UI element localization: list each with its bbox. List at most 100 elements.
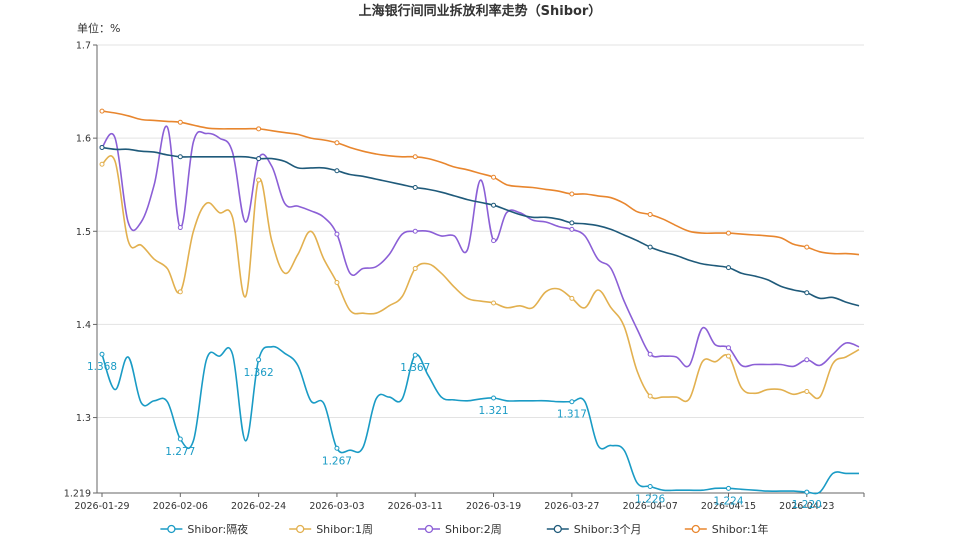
- data-label: 1.362: [244, 367, 274, 379]
- data-label: 1.277: [165, 446, 195, 458]
- series-point-2: [412, 228, 418, 234]
- series-point-4: [569, 191, 575, 197]
- legend-label: Shibor:1周: [316, 523, 373, 536]
- data-label: 1.321: [479, 405, 509, 417]
- series-point-4: [804, 244, 810, 250]
- chart-title: 上海银行间同业拆放利率走势（Shibor）: [359, 3, 602, 19]
- series-point-0: [491, 395, 497, 401]
- series-point-0: [725, 485, 731, 491]
- data-label: 1.224: [713, 495, 743, 507]
- x-tick-label: 2026-02-06: [153, 501, 208, 512]
- y-tick-label: 1.7: [76, 41, 91, 52]
- x-tick-label: 2026-03-19: [466, 501, 521, 512]
- x-tick-label: 2026-04-23: [779, 501, 834, 512]
- legend[interactable]: Shibor:隔夜 Shibor:1周 Shibor:2周 Shibor:3个月 Shi…: [160, 522, 769, 536]
- series-point-4: [725, 230, 731, 236]
- series-point-3: [725, 265, 731, 271]
- data-label: 1.267: [322, 455, 352, 467]
- series-point-3: [256, 156, 262, 162]
- x-tick-label: 2026-03-11: [388, 501, 443, 512]
- series-point-2: [725, 345, 731, 351]
- series-line-1: [101, 155, 860, 403]
- x-tick-label: 2026-03-27: [544, 501, 599, 512]
- series-point-0: [647, 483, 653, 489]
- data-label: 1.367: [400, 362, 430, 374]
- series-point-2: [177, 225, 183, 231]
- legend-swatch-dot: [424, 524, 434, 534]
- series-point-4: [491, 174, 497, 180]
- series-point-2: [334, 231, 340, 237]
- series-point-1: [491, 300, 497, 306]
- series-line-0: [101, 345, 859, 495]
- series-point-1: [569, 295, 575, 301]
- grid-lines: [97, 44, 864, 494]
- x-tick-label: 2026-02-24: [231, 501, 286, 512]
- series-point-1: [647, 393, 653, 399]
- series-point-1: [804, 388, 810, 394]
- series-line-3: [101, 146, 860, 307]
- series-point-0: [412, 352, 418, 358]
- legend-item-2[interactable]: Shibor:2周: [418, 523, 502, 536]
- legend-label: Shibor:2周: [445, 523, 502, 536]
- legend-item-1[interactable]: Shibor:1周: [289, 523, 373, 536]
- series-point-1: [99, 161, 105, 167]
- series-point-1: [177, 289, 183, 295]
- series-line-2: [101, 125, 860, 368]
- series-point-3: [569, 220, 575, 226]
- series-point-1: [725, 353, 731, 359]
- series-point-2: [491, 238, 497, 244]
- x-tick-label: 2026-04-07: [623, 501, 678, 512]
- legend-swatch-dot: [167, 524, 176, 534]
- series-point-0: [804, 489, 810, 495]
- y-tick-label: 1.4: [76, 320, 91, 331]
- series-point-3: [177, 154, 183, 160]
- series-point-3: [412, 185, 418, 191]
- legend-swatch-dot: [691, 524, 700, 534]
- legend-item-4[interactable]: Shibor:1年: [684, 522, 769, 536]
- legend-item-0[interactable]: Shibor:隔夜: [160, 522, 248, 536]
- x-tick-label: 2026-01-29: [74, 501, 129, 512]
- series-point-1: [412, 266, 418, 272]
- data-labels: 1.368 1.277 1.362 1.267 1.367 1.321 1.317 1.226…: [87, 361, 822, 511]
- series-point-0: [99, 351, 105, 357]
- series-point-3: [334, 168, 340, 174]
- series-point-1: [256, 177, 262, 183]
- series-point-4: [412, 154, 418, 160]
- y-tick-label: 1.3: [76, 413, 91, 424]
- data-label: 1.368: [87, 361, 117, 373]
- series-point-4: [177, 119, 183, 125]
- x-tick-label: 2026-04-15: [701, 501, 756, 512]
- data-label: 1.220: [792, 499, 822, 511]
- y-tick-label: 1.5: [76, 227, 91, 238]
- legend-swatch-dot: [296, 524, 305, 534]
- series-point-0: [177, 436, 183, 442]
- legend-label: Shibor:隔夜: [187, 522, 248, 536]
- y-axis: 1.219 1.3 1.4 1.5 1.6 1.7: [64, 41, 98, 500]
- legend-label: Shibor:1年: [712, 522, 769, 536]
- series-point-0: [569, 399, 575, 405]
- legend-item-3[interactable]: Shibor:3个月: [546, 523, 642, 536]
- y-tick-label: 1.219: [64, 489, 91, 500]
- series-point-4: [647, 212, 653, 218]
- series-point-3: [647, 244, 653, 250]
- series-lines: [99, 108, 860, 495]
- unit-label: 单位：%: [77, 21, 120, 35]
- series-point-0: [256, 357, 262, 363]
- x-tick-label: 2026-03-03: [309, 501, 364, 512]
- data-label: 1.226: [635, 493, 665, 505]
- series-line-4: [101, 110, 860, 256]
- legend-swatch-dot: [553, 524, 562, 534]
- series-point-1: [334, 280, 340, 286]
- data-label: 1.317: [557, 409, 587, 421]
- series-point-2: [647, 351, 653, 357]
- series-point-4: [256, 126, 262, 132]
- x-axis: 2026-01-29 2026-02-06 2026-02-24 2026-03-03…: [74, 492, 865, 512]
- series-point-3: [99, 144, 105, 150]
- series-point-4: [334, 140, 340, 146]
- series-point-2: [569, 226, 575, 232]
- series-point-3: [804, 290, 810, 296]
- y-tick-label: 1.6: [76, 134, 91, 145]
- legend-label: Shibor:3个月: [574, 523, 642, 536]
- series-point-0: [334, 445, 340, 451]
